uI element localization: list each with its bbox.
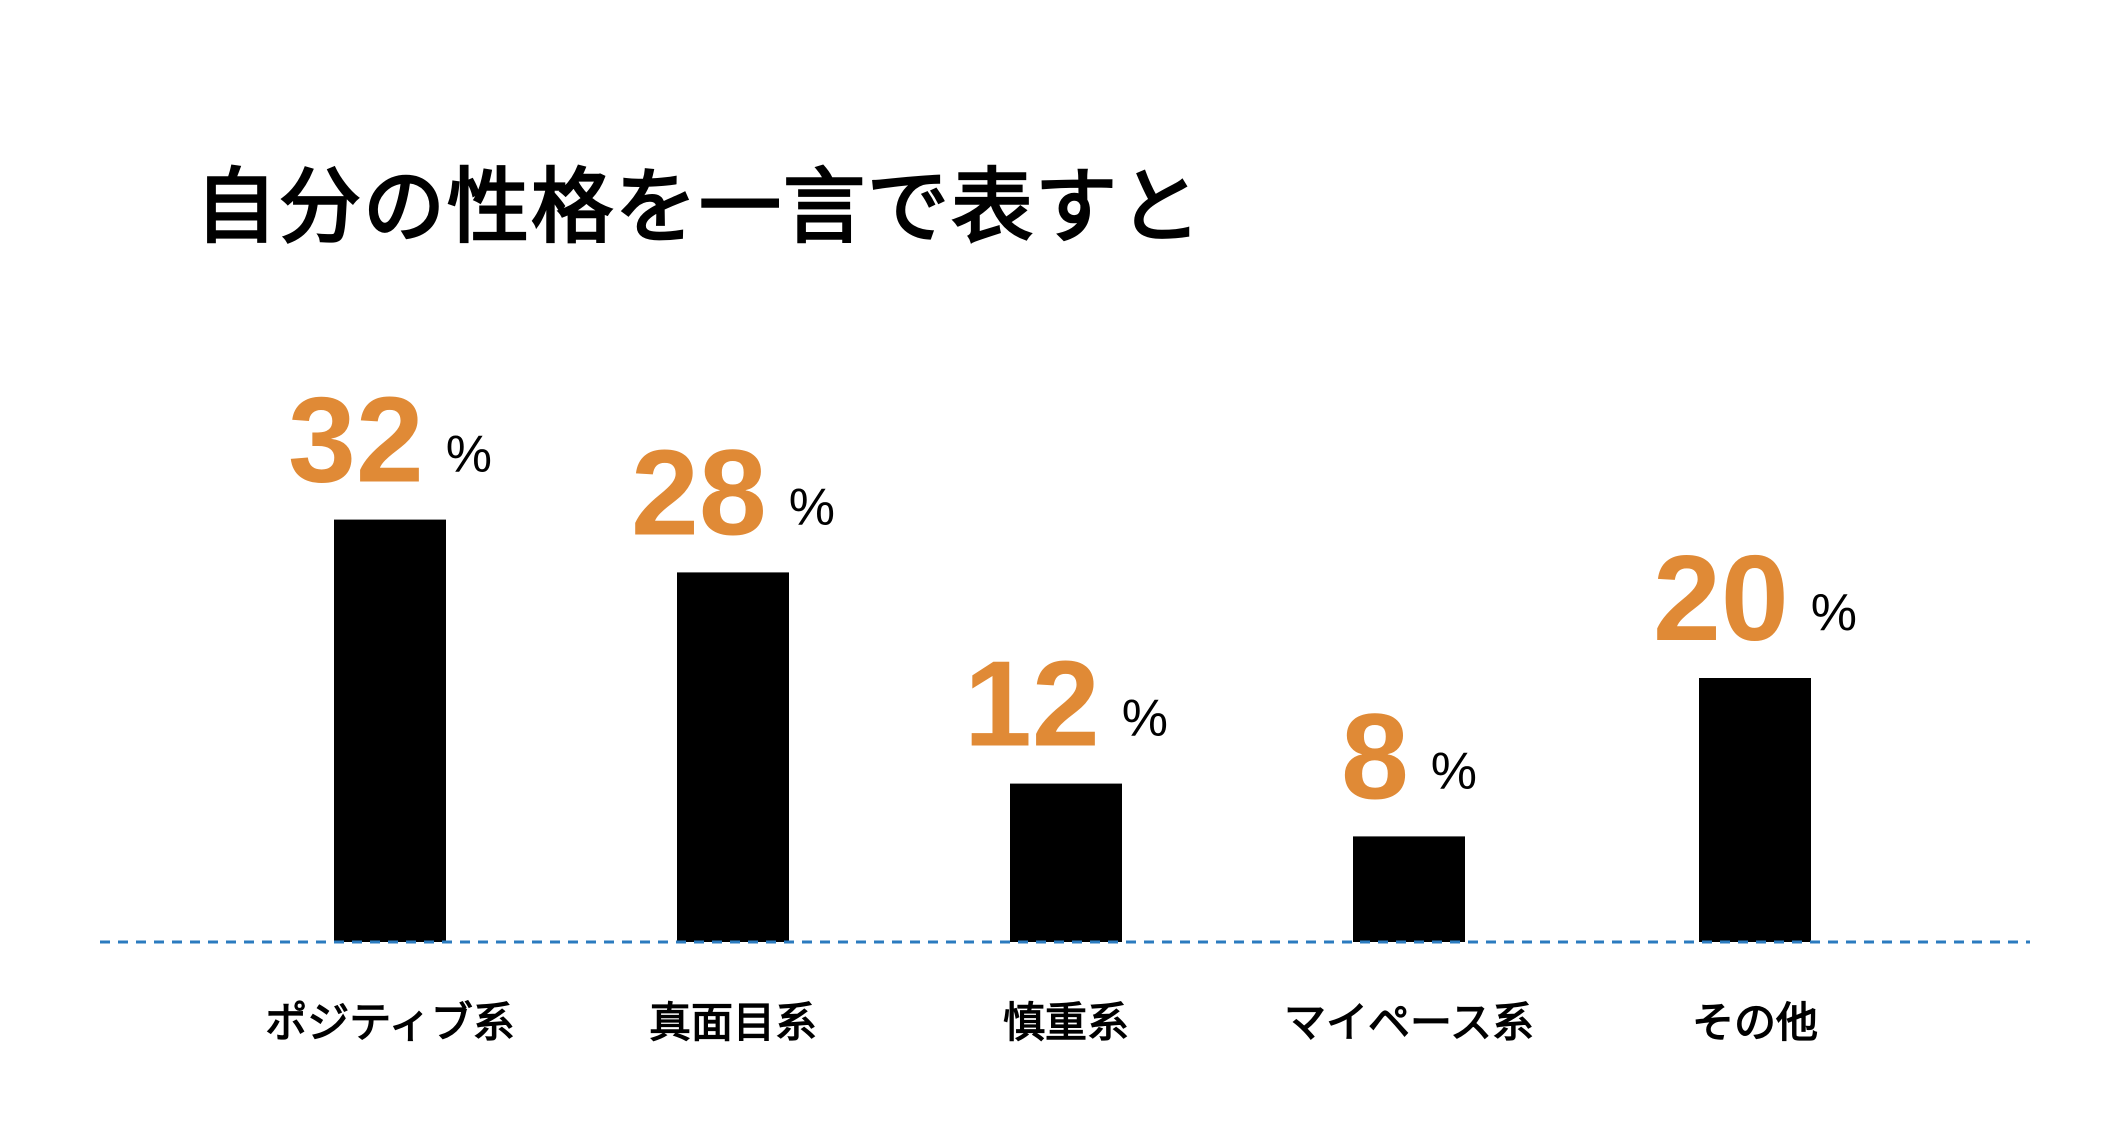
- value-number: 28: [631, 424, 767, 560]
- value-number: 12: [964, 636, 1100, 772]
- bar-4: [1353, 836, 1465, 942]
- category-label-1: ポジティブ系: [265, 998, 514, 1047]
- value-number: 8: [1341, 688, 1409, 824]
- bar-1: [334, 519, 446, 942]
- value-number: 20: [1653, 530, 1789, 666]
- chart-title: 自分の性格を一言で表すと: [195, 160, 1204, 255]
- category-label-3: 慎重系: [1003, 998, 1129, 1047]
- value-unit: %: [1431, 742, 1477, 800]
- category-label-4: マイペース系: [1284, 998, 1534, 1047]
- value-label-5: 20%: [1653, 530, 1857, 666]
- labels-layer: 32 % ポジティブ系 28 % 真面目系 12 % 慎重系 8 % マイペース系 20 % その他: [265, 372, 1857, 1047]
- value-label-4: 8%: [1341, 688, 1477, 824]
- value-label-2: 28%: [631, 424, 835, 560]
- bars-layer: [334, 519, 1811, 942]
- value-unit: %: [446, 426, 492, 484]
- value-label-3: 12%: [964, 636, 1168, 772]
- value-unit: %: [1122, 690, 1168, 748]
- bar-3: [1010, 783, 1122, 942]
- value-number: 32: [288, 372, 424, 508]
- bar-2: [677, 572, 789, 942]
- category-label-5: その他: [1692, 998, 1818, 1047]
- value-unit: %: [1811, 584, 1857, 642]
- value-label-1: 32%: [288, 372, 492, 508]
- bar-5: [1699, 678, 1811, 942]
- value-unit: %: [789, 478, 835, 536]
- category-label-2: 真面目系: [649, 998, 817, 1047]
